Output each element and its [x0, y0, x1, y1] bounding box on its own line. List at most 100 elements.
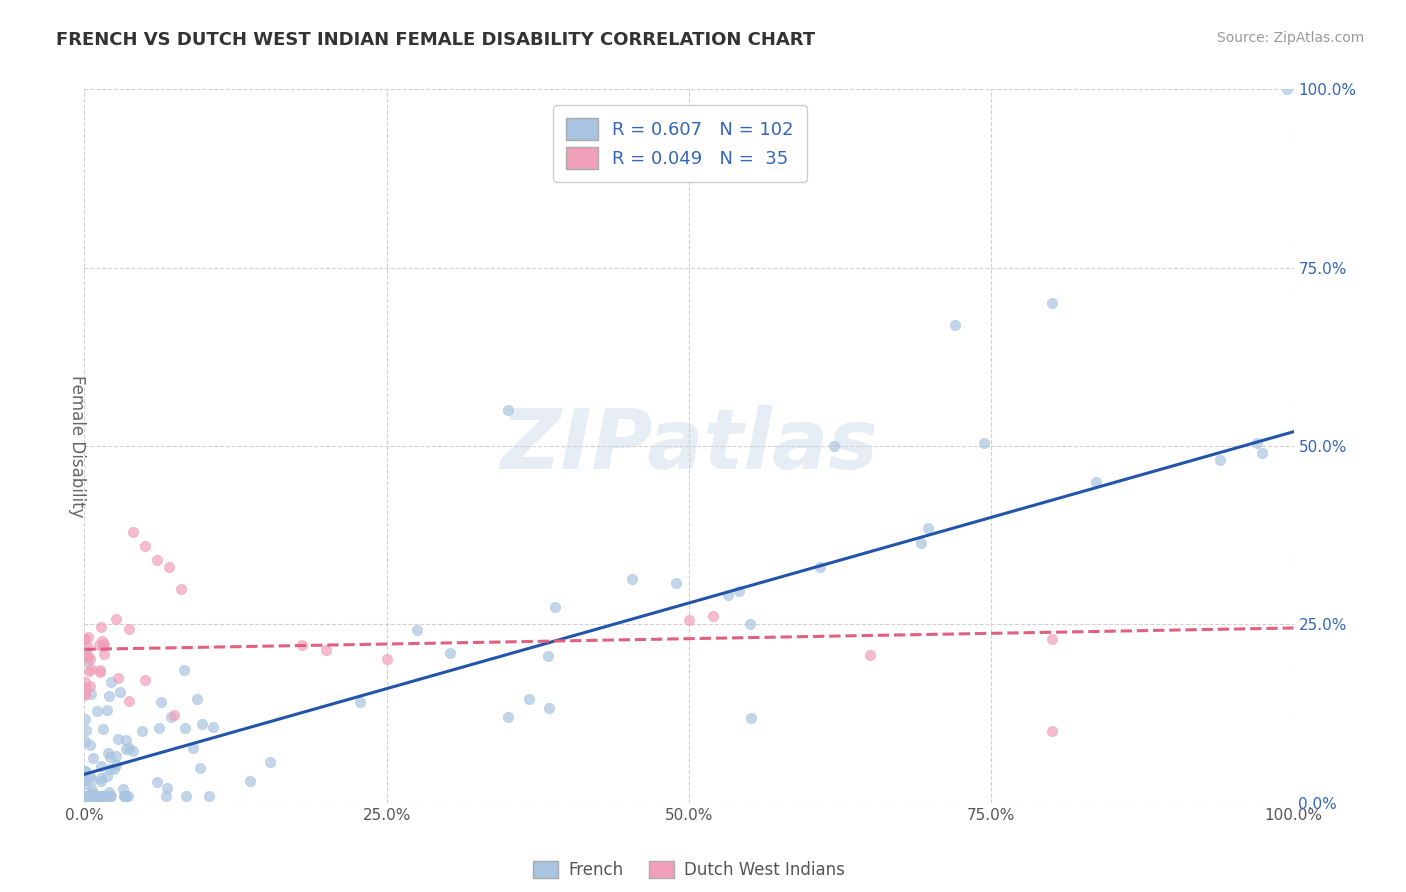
Point [537, 649, 560, 664]
Point [181, 740, 204, 755]
Point [157, 560, 180, 574]
Point [89, 638, 111, 652]
Point [100, 789, 122, 803]
Point [823, 439, 845, 453]
Point [80, 783, 103, 797]
Point [349, 695, 371, 709]
Point [259, 755, 281, 769]
Point [112, 789, 135, 803]
Point [118, 694, 141, 708]
Point [122, 743, 145, 757]
Point [90, 773, 112, 788]
Point [98, 785, 121, 799]
Point [107, 671, 129, 685]
Point [82, 751, 104, 765]
Point [89, 663, 111, 677]
Point [75, 712, 97, 726]
Point [118, 741, 141, 756]
Point [375, 652, 398, 666]
Point [93, 647, 115, 661]
Point [1246, 435, 1268, 450]
Point [80, 789, 103, 803]
Point [86, 704, 108, 718]
Point [73, 789, 96, 803]
Point [89, 665, 111, 679]
Point [73, 686, 96, 700]
Point [76, 654, 98, 668]
Point [96, 769, 118, 783]
Point [90, 620, 112, 634]
Point [77, 665, 100, 679]
Point [439, 647, 461, 661]
Point [496, 403, 519, 417]
Point [91, 634, 114, 648]
Point [75, 681, 97, 695]
Point [115, 742, 138, 756]
Point [80, 789, 103, 803]
Point [134, 539, 156, 553]
Point [544, 600, 567, 615]
Point [79, 652, 101, 666]
Point [91, 722, 114, 736]
Point [315, 643, 337, 657]
Point [76, 630, 98, 644]
Point [90, 789, 112, 803]
Point [77, 789, 100, 803]
Point [90, 759, 112, 773]
Point [76, 789, 98, 803]
Point [79, 739, 101, 753]
Point [146, 774, 169, 789]
Point [90, 772, 112, 786]
Point [73, 675, 96, 690]
Point [148, 721, 170, 735]
Legend: French, Dutch West Indians: French, Dutch West Indians [527, 854, 851, 886]
Point [89, 789, 111, 803]
Point [80, 687, 103, 701]
Point [105, 757, 128, 772]
Text: Source: ZipAtlas.com: Source: ZipAtlas.com [1216, 31, 1364, 45]
Point [406, 623, 429, 637]
Point [73, 632, 96, 646]
Point [79, 769, 101, 783]
Point [96, 703, 118, 717]
Point [73, 789, 96, 803]
Point [727, 584, 749, 599]
Point [155, 789, 177, 803]
Point [1085, 475, 1108, 490]
Point [93, 789, 115, 803]
Point [80, 789, 103, 803]
Point [190, 717, 212, 731]
Point [190, 761, 212, 775]
Point [517, 692, 540, 706]
Point [917, 521, 939, 535]
Point [1209, 453, 1232, 467]
Point [73, 773, 96, 788]
Point [943, 318, 966, 332]
Point [87, 789, 110, 803]
Point [98, 789, 121, 803]
Point [1040, 632, 1063, 646]
Point [973, 436, 995, 450]
Text: ZIPatlas: ZIPatlas [501, 406, 877, 486]
Point [76, 649, 98, 664]
Point [621, 573, 644, 587]
Point [73, 734, 96, 748]
Point [82, 786, 104, 800]
Point [93, 637, 115, 651]
Point [105, 748, 128, 763]
Point [98, 750, 121, 764]
Point [678, 613, 700, 627]
Point [76, 639, 98, 653]
Point [114, 733, 136, 747]
Point [738, 616, 761, 631]
Point [150, 695, 173, 709]
Point [73, 688, 96, 702]
Point [1040, 724, 1063, 739]
Point [198, 789, 221, 803]
Point [538, 700, 561, 714]
Point [73, 649, 96, 664]
Point [1251, 446, 1274, 460]
Point [75, 764, 97, 778]
Point [112, 782, 135, 797]
Point [75, 764, 97, 778]
